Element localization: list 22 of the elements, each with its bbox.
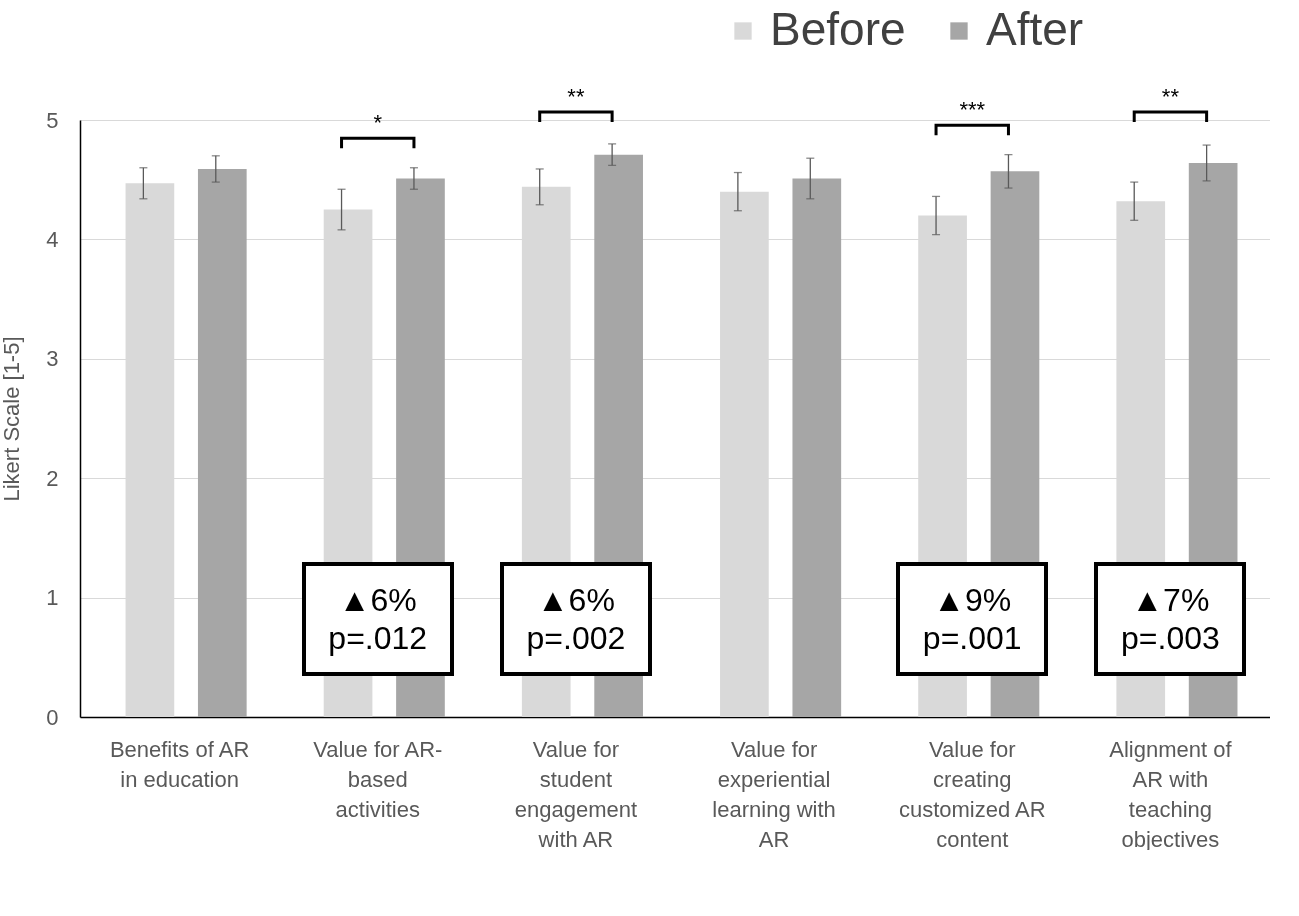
legend-label: Before [770,3,906,55]
y-tick-label: 4 [46,226,59,252]
legend-label: After [986,3,1084,55]
annotation: ▲6% p=.012 [301,562,454,677]
x-tick-label: Value for creating customized AR content [898,736,1046,852]
annotation: ▲6% p=.002 [499,562,652,677]
annotation: ▲7% p=.003 [1094,562,1247,677]
y-axis-title: Likert Scale [1-5] [0,336,25,502]
y-tick-label: 3 [46,346,59,372]
x-tick-label: Value for student engagement with AR [514,736,638,852]
annotation: ▲9% p=.001 [896,562,1049,677]
x-tick-label: Value for experiential learning with AR [712,736,836,852]
x-tick-label: Benefits of AR in education [109,736,250,792]
y-tick-label: 1 [46,585,59,611]
y-tick-label: 5 [46,107,59,133]
y-tick-label: 2 [46,465,59,491]
annotation: *** [959,97,986,124]
y-tick-label: 0 [46,704,59,730]
text: ** [567,84,585,110]
text: ** [1161,84,1179,110]
annotation: * [373,110,383,137]
x-tick-label: Value for AR-based activities [313,736,443,822]
